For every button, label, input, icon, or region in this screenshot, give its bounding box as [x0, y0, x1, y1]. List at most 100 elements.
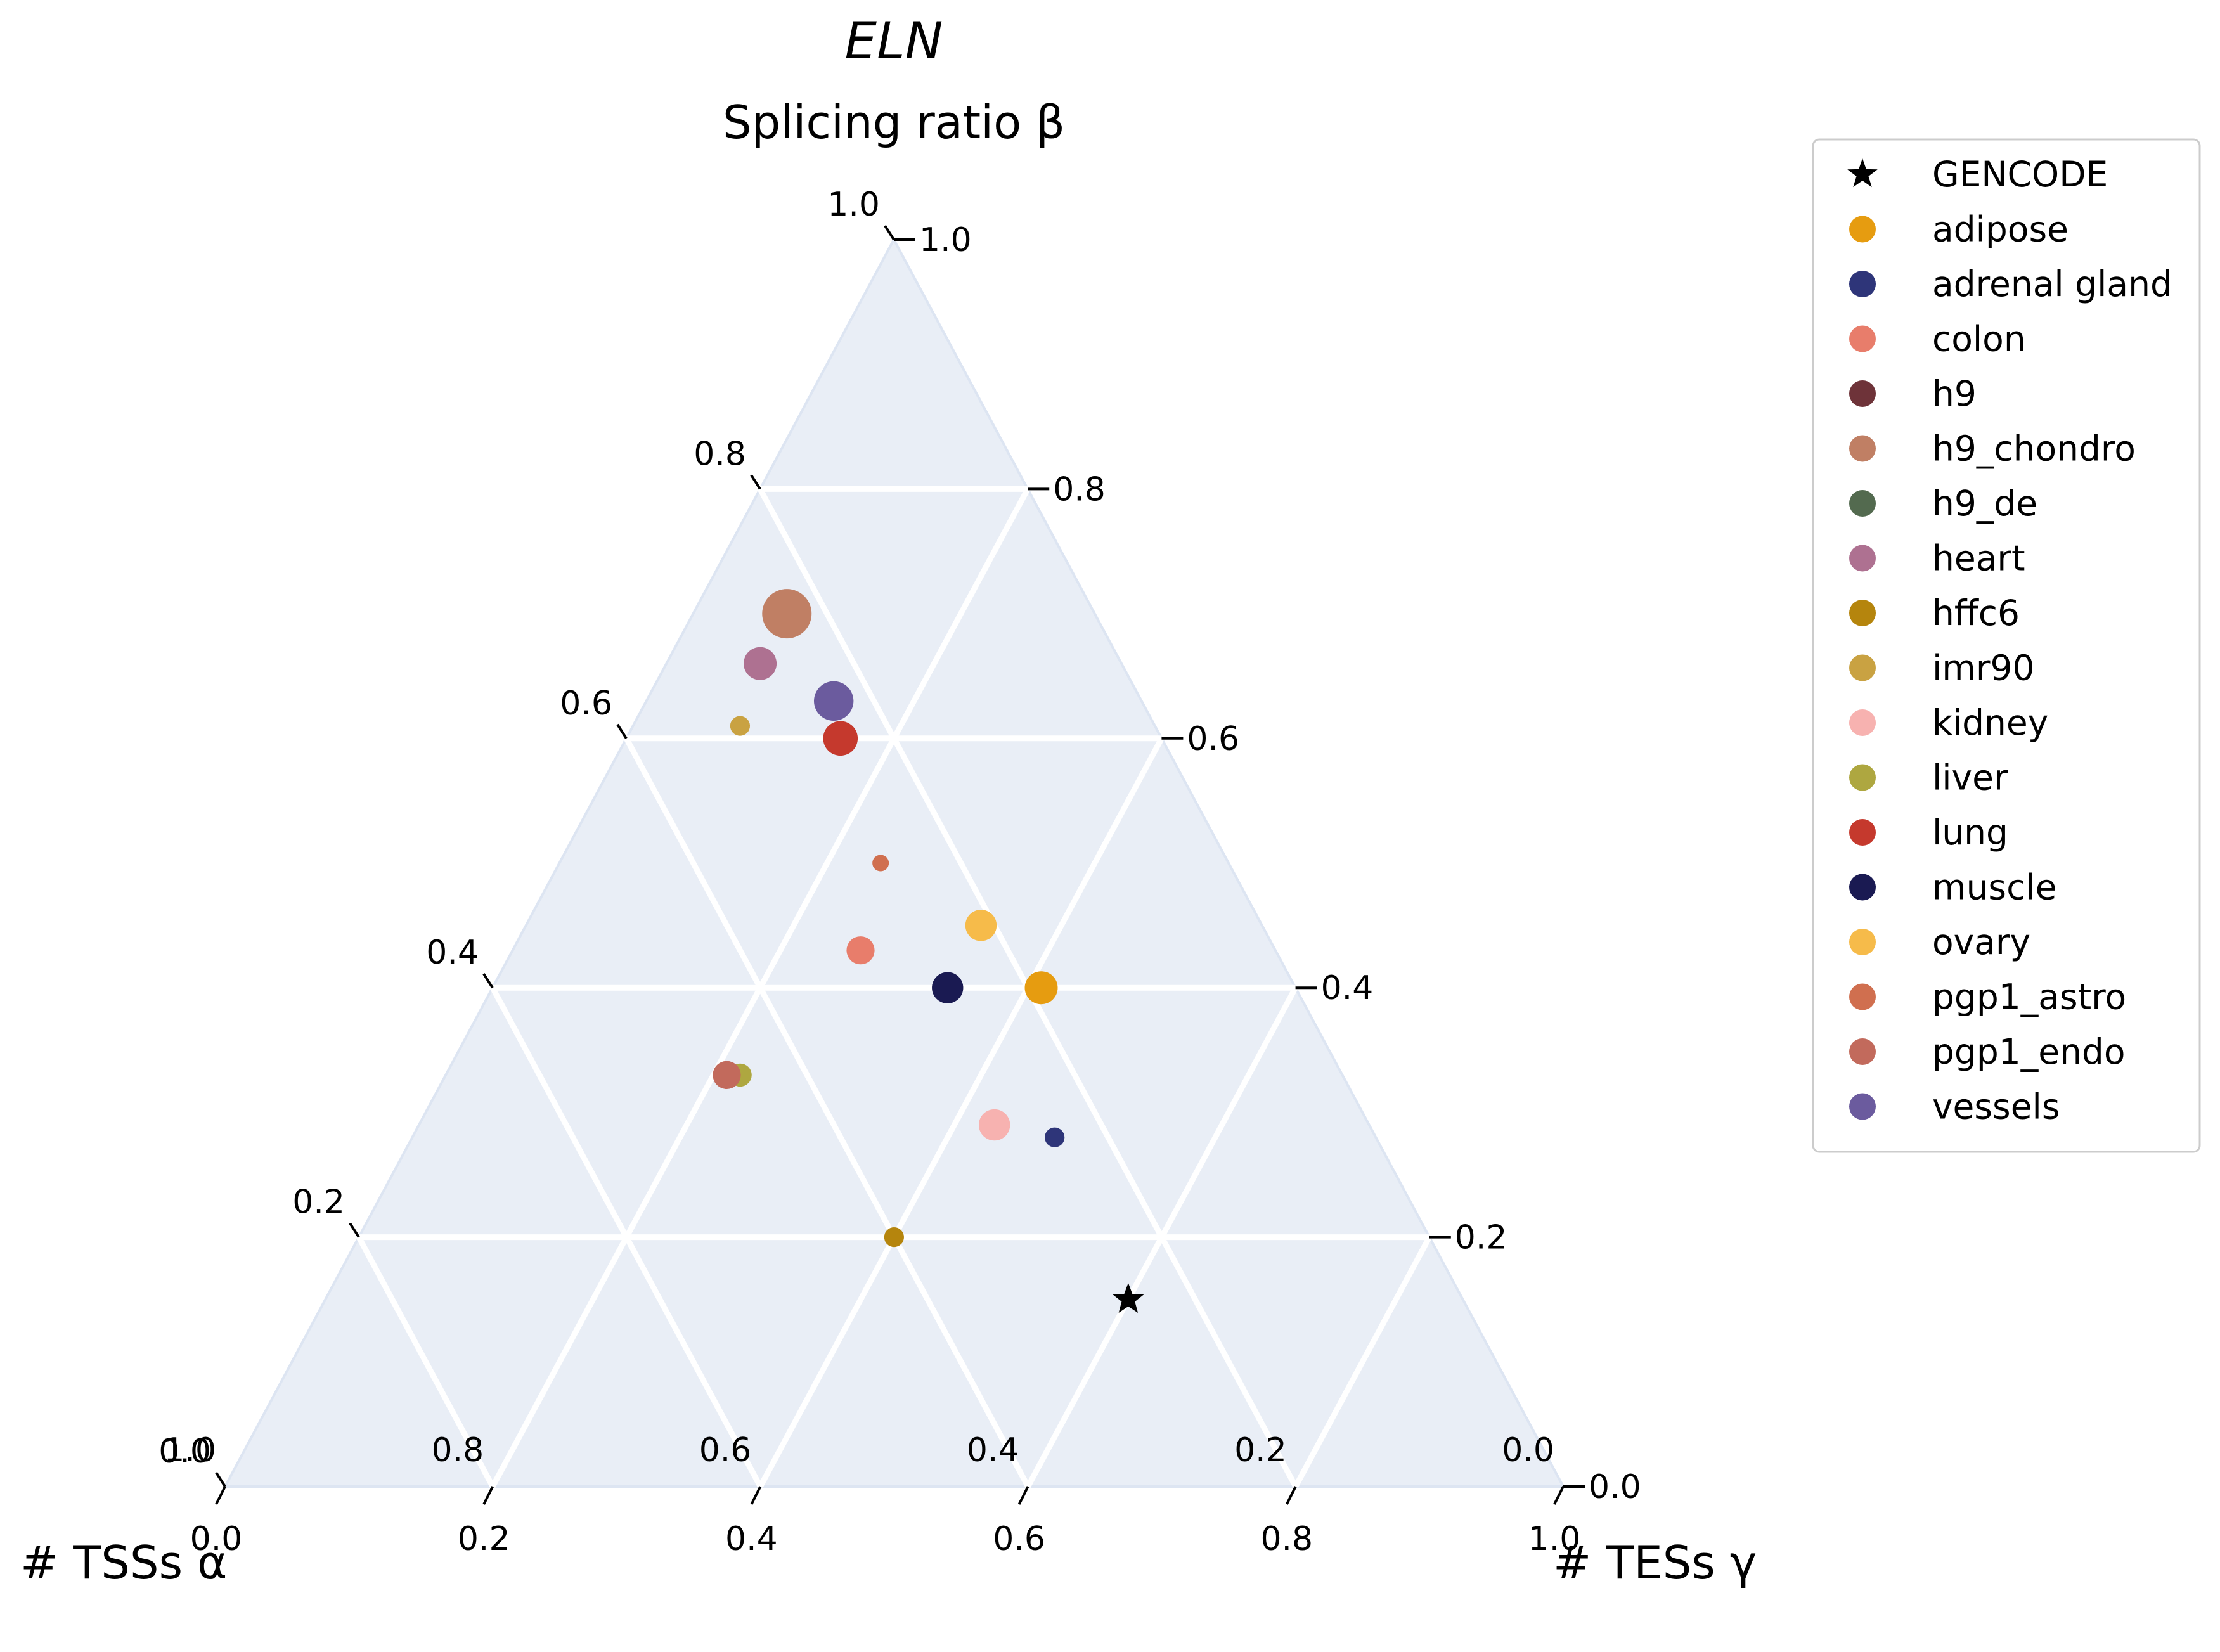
legend-label: GENCODE	[1932, 154, 2108, 195]
grid-line-gamma	[1293, 1236, 1432, 1488]
data-point-imr90	[730, 716, 751, 736]
legend-marker	[1849, 709, 1876, 736]
legend-item: GENCODE	[1847, 154, 2108, 195]
bottom-axis-tick-label: 0.2	[458, 1520, 510, 1558]
legend-label: muscle	[1932, 867, 2056, 908]
top-axis-tick	[349, 1222, 360, 1238]
left-axis-tick	[1286, 1486, 1297, 1505]
left-axis-tick-label: 0.4	[967, 1431, 1019, 1469]
legend-marker	[1849, 435, 1876, 462]
legend-label: hffc6	[1932, 593, 2020, 633]
top-axis-tick	[482, 973, 494, 989]
data-point-kidney	[978, 1109, 1010, 1141]
bottom-axis-tick-label: 0.4	[725, 1520, 778, 1558]
data-point-muscle	[932, 972, 964, 1003]
bottom-axis-tick-label: 0.0	[190, 1520, 243, 1558]
legend-label: pgp1_astro	[1932, 977, 2126, 1017]
top-axis-tick-label: 0.0	[158, 1433, 211, 1471]
top-axis-tick	[616, 723, 628, 739]
legend-item: kidney	[1849, 702, 2048, 743]
top-axis-tick	[750, 474, 761, 490]
grid-line-alpha	[490, 986, 763, 1488]
right-axis-tick-label: 0.8	[1053, 470, 1106, 508]
grid-line-gamma	[1025, 986, 1298, 1488]
legend-marker	[1849, 929, 1876, 955]
legend-label: lung	[1932, 812, 2008, 853]
left-axis-tick-label: 0.0	[1502, 1431, 1554, 1469]
right-axis-tick-label: 0.0	[1589, 1468, 1641, 1506]
legend-item: liver	[1849, 758, 2008, 798]
left-axis-tick	[1553, 1486, 1565, 1505]
left-axis-tick	[215, 1486, 226, 1505]
legend-label: imr90	[1932, 648, 2034, 688]
grid-line-gamma	[758, 737, 1165, 1488]
right-axis-tick-label: 0.2	[1455, 1219, 1507, 1257]
legend-marker	[1849, 764, 1876, 791]
legend-marker	[1849, 545, 1876, 572]
data-point-ovary	[965, 910, 997, 941]
legend-item: h9_chondro	[1849, 429, 2136, 469]
data-point-adrenal-gland	[1045, 1127, 1065, 1147]
data-point-colon	[846, 936, 875, 965]
legend-marker	[1849, 654, 1876, 681]
legend-marker	[1849, 983, 1876, 1010]
grid-line-alpha	[356, 1236, 496, 1488]
legend-label: colon	[1932, 319, 2026, 359]
legend-label: ovary	[1932, 922, 2030, 962]
legend-label: adrenal gland	[1932, 264, 2172, 304]
top-axis-tick	[884, 224, 895, 241]
legend-label: pgp1_endo	[1932, 1031, 2126, 1072]
legend-item: h9_de	[1849, 483, 2037, 524]
legend-item: vessels	[1849, 1087, 2060, 1127]
top-axis-title: Splicing ratio β	[723, 96, 1065, 149]
legend-item: adrenal gland	[1849, 264, 2172, 304]
legend-marker	[1849, 819, 1876, 846]
legend-label: h9_de	[1932, 483, 2037, 524]
legend-star-marker	[1847, 158, 1878, 188]
left-axis-tick-label: 0.8	[431, 1431, 484, 1469]
legend-item: pgp1_endo	[1849, 1031, 2126, 1072]
legend-item: h9	[1849, 373, 1977, 414]
legend-marker	[1849, 490, 1876, 517]
legend-marker	[1849, 1038, 1876, 1065]
top-axis-tick-label: 0.8	[694, 435, 746, 473]
legend-marker	[1849, 600, 1876, 626]
legend: GENCODE adipose adrenal gland colon h9 h9_cho…	[1812, 138, 2201, 1153]
legend-item: colon	[1849, 319, 2026, 359]
data-point-adipose	[1024, 971, 1058, 1005]
legend-marker	[1849, 216, 1876, 243]
legend-item: adipose	[1849, 209, 2068, 250]
chart-title: ELN	[845, 11, 943, 70]
left-axis-tick	[482, 1486, 494, 1505]
legend-box	[1812, 138, 2201, 1153]
right-axis-tick-label: 1.0	[919, 221, 972, 259]
legend-marker	[1849, 1093, 1876, 1120]
left-axis-tick	[750, 1486, 762, 1505]
legend-marker	[1849, 874, 1876, 901]
data-point-hffc6	[884, 1227, 904, 1248]
plot-area-background	[223, 236, 1566, 1488]
legend-marker	[1849, 325, 1876, 352]
legend-label: h9_chondro	[1932, 429, 2136, 469]
left-axis-title: # TSSs α	[20, 1536, 227, 1589]
top-axis-tick-label: 1.0	[827, 186, 880, 224]
top-axis-tick	[215, 1471, 226, 1488]
bottom-axis-tick-label: 0.6	[993, 1520, 1045, 1558]
legend-label: h9	[1932, 373, 1977, 414]
data-point-vessels	[813, 681, 854, 721]
legend-label: heart	[1932, 538, 2025, 579]
legend-item: ovary	[1849, 922, 2030, 962]
right-axis-tick-label: 0.6	[1187, 720, 1239, 758]
legend-item: lung	[1849, 812, 2008, 853]
data-point-pgp1_astro	[872, 855, 889, 872]
legend-marker	[1849, 271, 1876, 297]
legend-item: pgp1_astro	[1849, 977, 2126, 1017]
legend-marker	[1849, 380, 1876, 407]
grid-line-alpha	[624, 737, 1031, 1488]
left-axis-tick	[1017, 1486, 1029, 1505]
data-points	[713, 589, 1144, 1313]
top-axis-tick-label: 0.2	[292, 1184, 345, 1222]
top-axis-tick-label: 0.4	[426, 934, 479, 972]
